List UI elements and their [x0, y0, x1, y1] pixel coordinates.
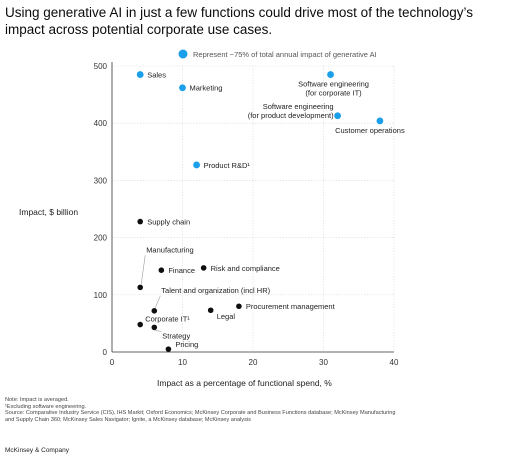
- point-label-line: Supply chain: [147, 218, 190, 227]
- note-line: Note: Impact is averaged.: [5, 397, 69, 403]
- point-label: Corporate IT¹: [145, 315, 190, 324]
- x-tick-label: 30: [319, 358, 328, 367]
- point-label-line: Procurement management: [246, 302, 336, 311]
- point-label-line: Software engineering: [263, 102, 334, 111]
- point-label-line: Talent and organization (incl HR): [161, 286, 270, 295]
- data-point: [165, 346, 172, 352]
- data-point: [376, 117, 384, 125]
- point-label: Legal: [217, 312, 236, 321]
- source-line-continued: and Supply Chain 360; McKinsey Sales Nav…: [5, 416, 251, 423]
- point-label-line: Risk and compliance: [211, 264, 280, 273]
- y-axis-label: Impact, $ billion: [19, 207, 79, 217]
- data-point: [200, 265, 207, 271]
- data-point: [327, 71, 334, 78]
- data-point: [158, 267, 165, 274]
- footnote-line: ¹Excluding software engineering.: [5, 403, 87, 410]
- data-point: [193, 161, 201, 169]
- leader-line: [155, 295, 161, 308]
- point-label: Pricing: [175, 340, 198, 349]
- data-point: [137, 284, 143, 291]
- point-label-line: Software engineering: [298, 80, 369, 89]
- data-point: [179, 84, 186, 92]
- x-tick-label: 40: [390, 358, 399, 367]
- point-label-line: Manufacturing: [146, 245, 194, 254]
- y-tick-label: 100: [94, 291, 108, 300]
- chart-notes: Note: Impact is averaged. ¹Excluding sof…: [5, 397, 505, 423]
- legend: Represent ~75% of total annual impact of…: [178, 49, 377, 59]
- point-label: Manufacturing: [146, 245, 194, 254]
- legend-marker: [178, 49, 188, 59]
- data-point: [207, 307, 214, 314]
- point-label-line: (for corporate IT): [305, 89, 362, 98]
- point-label-line: Finance: [168, 266, 195, 275]
- point-label-line: Pricing: [175, 340, 198, 349]
- y-tick-label: 500: [94, 62, 108, 71]
- y-tick-label: 200: [94, 234, 108, 243]
- data-point: [236, 303, 242, 310]
- data-point: [136, 71, 144, 78]
- chart-title-line-2: impact across potential corporate use ca…: [5, 22, 273, 37]
- legend-label: Represent ~75% of total annual impact of…: [193, 50, 377, 59]
- source-line: Source: Comparative Industry Service (CI…: [5, 410, 396, 416]
- y-tick-label: 400: [94, 119, 108, 128]
- point-label: Sales: [147, 71, 166, 80]
- point-label: Risk and compliance: [211, 264, 280, 273]
- point-label-line: Customer operations: [335, 126, 405, 135]
- axes: 0 100 200 300 400 500 0 10 20 30 40: [94, 62, 399, 367]
- point-label: Software engineering (for corporate IT): [298, 80, 369, 98]
- chart-title: Using generative AI in just a few functi…: [5, 4, 505, 38]
- data-points: [136, 71, 384, 352]
- point-label-line: Sales: [147, 71, 166, 80]
- x-tick-label: 20: [249, 358, 258, 367]
- point-label: Marketing: [190, 84, 223, 93]
- data-point: [137, 218, 143, 225]
- point-label-line: Marketing: [190, 84, 223, 93]
- point-label: Talent and organization (incl HR): [161, 286, 270, 295]
- data-point: [334, 112, 341, 120]
- chart-title-line-1: Using generative AI in just a few functi…: [5, 5, 474, 20]
- point-label: Supply chain: [147, 218, 190, 227]
- leader-line: [155, 330, 162, 332]
- x-tick-label: 10: [178, 358, 187, 367]
- scatter-chart: 0 100 200 300 400 500 0 10 20 30 40 Sales Marketing…: [94, 49, 405, 367]
- y-tick-label: 300: [94, 176, 108, 185]
- point-label-line: (for product development): [248, 111, 334, 120]
- x-tick-label: 0: [110, 358, 115, 367]
- x-axis-label: Impact as a percentage of functional spe…: [157, 378, 332, 388]
- leader-line: [140, 255, 146, 285]
- point-label-line: Corporate IT¹: [145, 315, 190, 324]
- point-label: Customer operations: [335, 126, 405, 135]
- point-label: Procurement management: [246, 302, 336, 311]
- grid-lines: [112, 65, 395, 352]
- point-label: Finance: [168, 266, 195, 275]
- data-point: [137, 321, 143, 328]
- point-label-line: Strategy: [162, 331, 190, 340]
- y-tick-label: 0: [103, 348, 108, 357]
- publisher-credit: McKinsey & Company: [5, 447, 69, 454]
- point-label: Strategy: [162, 331, 190, 340]
- point-label: Product R&D¹: [204, 161, 251, 170]
- leader-lines: [140, 255, 162, 332]
- data-point: [151, 324, 158, 331]
- point-label-line: Legal: [217, 312, 236, 321]
- point-label: Software engineering (for product develop…: [248, 102, 334, 120]
- data-point: [151, 308, 158, 314]
- point-label-line: Product R&D¹: [204, 161, 251, 170]
